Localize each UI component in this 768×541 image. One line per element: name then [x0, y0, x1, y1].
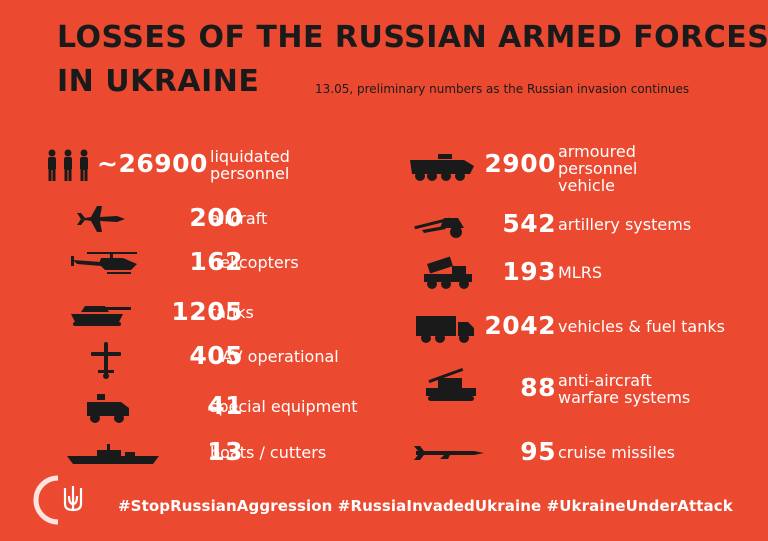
stat-row-special-equipment: 41 special equipment: [45, 390, 365, 426]
tank-icon: [67, 302, 133, 328]
stat-row-personnel: ~26900 liquidated personnel: [45, 148, 365, 184]
stat-value-personnel: ~26900: [97, 149, 208, 178]
stat-value-vehicles: 2042: [484, 311, 556, 340]
stat-value-boats: 13: [207, 437, 243, 466]
stat-value-apc: 2900: [484, 149, 556, 178]
cruise-missile-icon: [414, 444, 486, 462]
stat-label-mlrs: MLRS: [558, 263, 602, 282]
mlrs-icon: [422, 256, 478, 290]
stat-value-special-equipment: 41: [207, 391, 243, 420]
stat-row-cruise-missiles: 95 cruise missiles: [408, 436, 748, 472]
stat-label-boats: boats / cutters: [210, 443, 327, 462]
stat-row-anti-aircraft: 88 anti-aircraft warfare systems: [408, 368, 748, 408]
stat-label-cruise-missiles: cruise missiles: [558, 443, 675, 462]
stat-label-aircraft: aircraft: [210, 209, 268, 228]
stat-value-artillery: 542: [502, 209, 556, 238]
stat-row-apc: 2900 armoured personnel vehicle: [408, 143, 748, 194]
stat-value-helicopters: 162: [189, 247, 243, 276]
stat-value-cruise-missiles: 95: [520, 437, 556, 466]
stat-value-mlrs: 193: [502, 257, 556, 286]
stat-row-uav: 405 UAV operational: [45, 340, 365, 379]
page-title-line-1: LOSSES OF THE RUSSIAN ARMED FORCES: [57, 20, 768, 55]
anti-aircraft-icon: [424, 368, 480, 404]
stat-row-artillery: 542 artillery systems: [408, 208, 748, 244]
stat-row-tanks: 1205 tanks: [45, 296, 365, 332]
stat-label-vehicles: vehicles & fuel tanks: [558, 317, 725, 336]
soldiers-icon: [45, 148, 93, 182]
stat-label-special-equipment: special equipment: [210, 397, 358, 416]
uav-icon: [89, 340, 123, 380]
stat-row-aircraft: 200 aircraft: [45, 202, 365, 238]
stat-label-artillery: artillery systems: [558, 215, 692, 234]
stat-value-uav: 405: [189, 341, 243, 370]
stat-label-apc: armoured personnel vehicle: [558, 142, 638, 195]
helicopter-icon: [71, 250, 141, 278]
stat-label-uav: UAV operational: [210, 347, 339, 366]
apc-icon: [408, 152, 476, 182]
stat-label-personnel: liquidated personnel: [210, 147, 290, 183]
stat-row-helicopters: 162 helicopters: [45, 246, 365, 282]
stat-label-anti-aircraft: anti-aircraft warfare systems: [558, 371, 691, 407]
aircraft-icon: [77, 204, 127, 234]
hashtags-footer: #StopRussianAggression #RussiaInvadedUkr…: [118, 497, 733, 515]
artillery-icon: [414, 210, 474, 240]
stat-label-helicopters: helicopters: [210, 253, 299, 272]
warship-icon: [67, 442, 159, 466]
truck-icon: [414, 314, 476, 344]
stat-row-boats: 13 boats / cutters: [45, 436, 365, 472]
stat-row-mlrs: 193 MLRS: [408, 256, 748, 292]
trident-icon: [62, 484, 84, 518]
stat-label-tanks: tanks: [210, 303, 254, 322]
stat-value-anti-aircraft: 88: [520, 373, 556, 402]
stat-value-aircraft: 200: [189, 203, 243, 232]
stat-row-vehicles: 2042 vehicles & fuel tanks: [408, 310, 748, 346]
special-vehicle-icon: [83, 392, 133, 424]
page-title-line-2: IN UKRAINE: [57, 64, 260, 99]
page-subtitle: 13.05, preliminary numbers as the Russia…: [315, 82, 690, 96]
stat-value-tanks: 1205: [171, 297, 243, 326]
emblem-ring-icon: [28, 474, 62, 530]
